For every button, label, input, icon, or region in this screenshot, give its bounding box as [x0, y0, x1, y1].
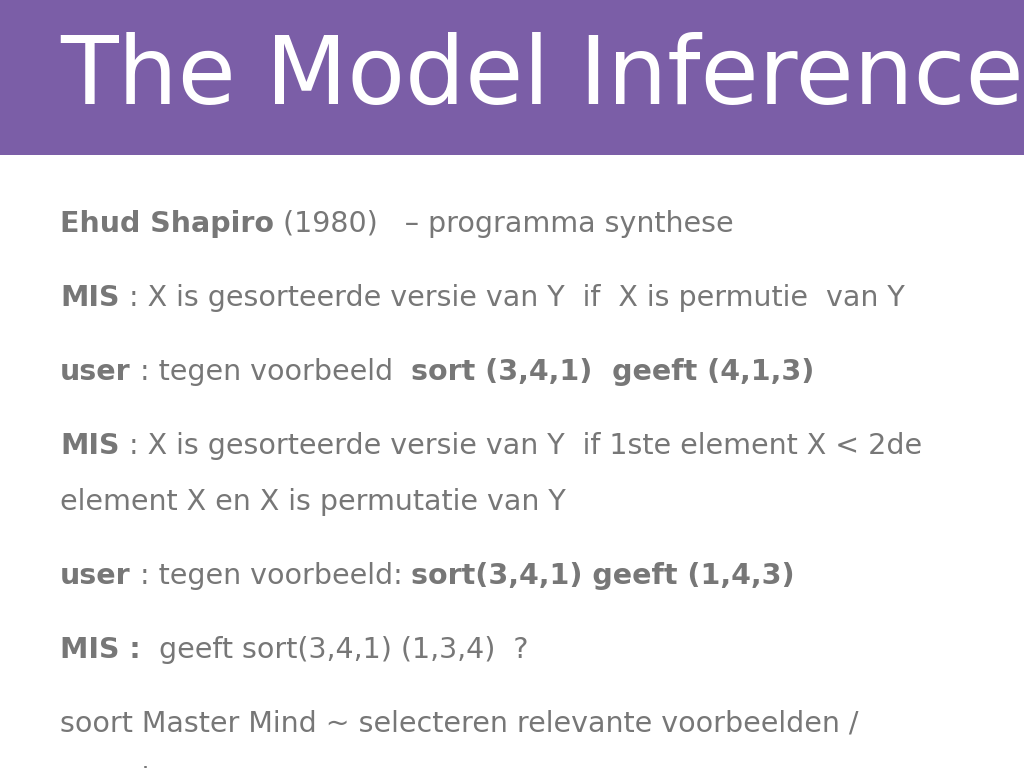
Text: soort Master Mind ~ selecteren relevante voorbeelden /: soort Master Mind ~ selecteren relevante…	[60, 710, 858, 738]
Text: (1980)   – programma synthese: (1980) – programma synthese	[274, 210, 733, 238]
Text: experimenten: experimenten	[60, 766, 260, 768]
Text: user: user	[60, 562, 131, 590]
Text: user: user	[60, 358, 131, 386]
Text: sort(3,4,1) geeft (1,4,3): sort(3,4,1) geeft (1,4,3)	[412, 562, 795, 590]
Text: The Model Inference System: The Model Inference System	[60, 31, 1024, 124]
Text: MIS :: MIS :	[60, 636, 140, 664]
Text: geeft sort(3,4,1) (1,3,4)  ?: geeft sort(3,4,1) (1,3,4) ?	[140, 636, 528, 664]
Text: MIS: MIS	[60, 284, 120, 312]
Bar	[0, 0, 1024, 155]
Text: : X is gesorteerde versie van Y  if  X is permutie  van Y: : X is gesorteerde versie van Y if X is …	[120, 284, 904, 312]
Text: sort (3,4,1)  geeft (4,1,3): sort (3,4,1) geeft (4,1,3)	[411, 358, 814, 386]
Text: : X is gesorteerde versie van Y  if 1ste element X < 2de: : X is gesorteerde versie van Y if 1ste …	[120, 432, 922, 460]
Text: MIS: MIS	[60, 432, 120, 460]
Text: Ehud Shapiro: Ehud Shapiro	[60, 210, 274, 238]
Text: : tegen voorbeeld: : tegen voorbeeld	[131, 358, 411, 386]
Text: element X en X is permutatie van Y: element X en X is permutatie van Y	[60, 488, 565, 516]
Text: : tegen voorbeeld:: : tegen voorbeeld:	[131, 562, 412, 590]
